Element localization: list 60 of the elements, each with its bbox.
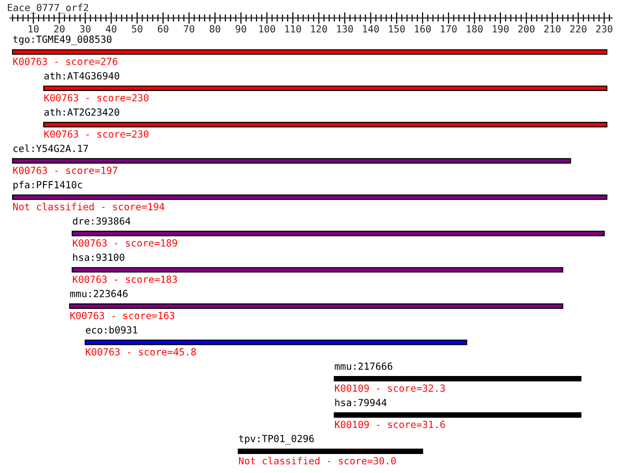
annotation: K00763 - score=183 [72, 276, 177, 283]
x-tick-label: 180 [466, 25, 483, 33]
x-tick-label: 230 [596, 25, 612, 33]
x-tick-label: 160 [414, 25, 431, 33]
y-tick-label: tpv:TP01_0296 [238, 434, 314, 444]
x-tick-label: 130 [337, 25, 353, 33]
x-tick-label: 70 [184, 25, 194, 33]
bar [12, 194, 608, 200]
annotation: K00763 - score=163 [70, 312, 174, 320]
y-tick-label: hsa:93100 [73, 253, 124, 261]
x-tick-label: 150 [389, 25, 405, 33]
x-tick-label: 50 [132, 25, 142, 33]
bar [43, 122, 608, 128]
annotation: K00109 - score=31.6 [335, 420, 445, 428]
y-tick-label: ath:AT2G23420 [44, 108, 120, 116]
annotation: Not classified - score=194 [13, 202, 164, 210]
x-tick-label: 20 [54, 25, 65, 33]
annotation: K00763 - score=230 [44, 94, 148, 102]
y-tick-label: hsa:79944 [335, 398, 387, 406]
bar [43, 86, 608, 92]
annotation: K00763 - score=197 [13, 166, 118, 174]
bar [72, 230, 605, 236]
y-tick-label: eco:b0931 [86, 326, 138, 334]
x-tick-label: 10 [28, 25, 39, 33]
y-tick-label: pfa:PFF1410c [13, 180, 82, 190]
bar [334, 376, 582, 382]
x-tick-label: 200 [518, 25, 535, 33]
x-tick-label: 40 [106, 25, 116, 33]
bar [238, 448, 424, 454]
annotation: K00763 - score=230 [44, 130, 148, 138]
annotation: K00763 - score=45.8 [86, 348, 196, 356]
chart-title: Eace_0777_orf2 [8, 4, 88, 14]
y-tick-label: ath:AT4G36940 [44, 72, 120, 80]
x-tick-label: 60 [158, 25, 168, 33]
annotation: K00109 - score=32.3 [335, 384, 445, 392]
text: Not classified - score=30.0 [239, 456, 396, 464]
bar [72, 267, 564, 273]
y-tick-label: dre:393864 [72, 217, 130, 225]
x-tick-label: 190 [492, 25, 509, 33]
bar [334, 412, 582, 418]
x-tick-label: 110 [285, 25, 301, 33]
y-tick-label: mmu:223646 [70, 290, 128, 298]
x-tick-label: 80 [210, 25, 220, 33]
x-tick-label: 100 [259, 25, 276, 33]
bar [69, 303, 564, 309]
x-tick-label: 120 [311, 25, 327, 33]
x-tick-label: 140 [363, 25, 379, 33]
bar [12, 49, 608, 55]
x-tick-label: 220 [570, 25, 586, 33]
x-tick-label: 90 [236, 25, 246, 33]
x-tick-label: 30 [80, 25, 90, 33]
annotation: K00763 - score=276 [13, 58, 118, 66]
x-tick-label: 210 [544, 25, 560, 33]
bar [12, 158, 572, 164]
y-tick-label: tgo:TGME49_008530 [13, 36, 112, 46]
annotation: K00763 - score=189 [72, 239, 177, 247]
bar [84, 340, 468, 346]
y-tick-label: mmu:217666 [334, 362, 392, 370]
y-tick-label: cel:Y54G2A.17 [14, 144, 88, 152]
x-tick-label: 170 [440, 25, 457, 33]
